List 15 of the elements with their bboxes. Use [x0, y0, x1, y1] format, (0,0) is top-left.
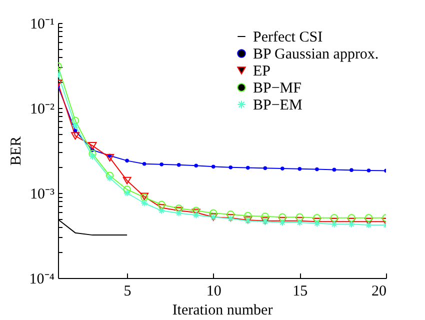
y-axis-title: BER — [8, 136, 24, 166]
y-tick-label: 10⁻⁴ — [29, 272, 54, 288]
legend-label: EP — [253, 64, 271, 80]
y-tick-label: 10⁻² — [30, 102, 55, 118]
x-tick-label: 15 — [292, 284, 308, 300]
legend-label: BP−MF — [253, 80, 302, 96]
legend-label: BP−EM — [253, 98, 302, 114]
x-tick-label: 5 — [124, 284, 132, 300]
y-tick-label: 10⁻³ — [30, 186, 55, 202]
x-axis-title: Iteration number — [172, 302, 273, 318]
legend-label: BP Gaussian approx. — [253, 46, 379, 62]
y-tick-label: 10⁻¹ — [30, 16, 54, 32]
x-tick-label: 10 — [206, 284, 222, 300]
x-tick-label: 20 — [372, 284, 386, 300]
legend-label: Perfect CSI — [253, 30, 323, 46]
